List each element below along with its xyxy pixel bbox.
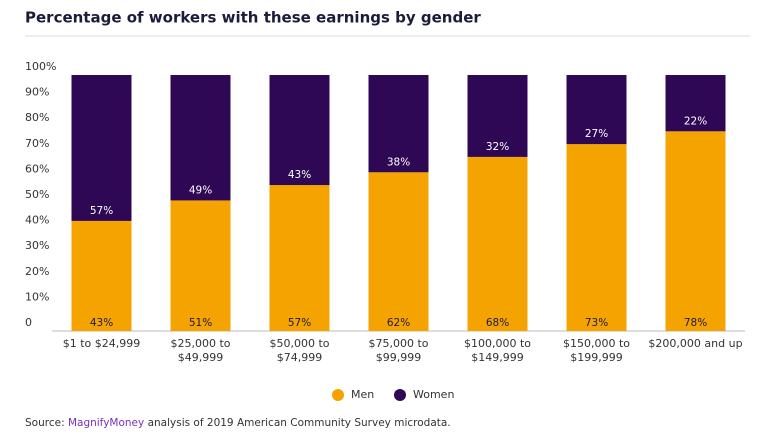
y-tick-label: 0 [25,316,32,329]
value-label: 22% [684,115,707,127]
bar-segment [665,75,726,132]
x-tick-label: $150,000 to $199,999 [562,337,631,364]
x-tick-label: $25,000 to $49,999 [170,337,231,364]
source-text: analysis of 2019 American Community Surv… [148,417,451,429]
value-label: 32% [486,141,509,153]
legend-label: Men [351,388,374,401]
bar-segment [170,200,231,331]
bar-segment [665,131,726,331]
y-tick-label: 50% [25,188,49,201]
bar-segment [269,75,330,186]
x-tick-label: $75,000 to $99,999 [368,337,429,364]
bar-segment [368,75,429,173]
source-link[interactable]: MagnifyMoney [68,417,144,429]
value-label: 38% [387,156,410,168]
y-tick-label: 70% [25,137,49,150]
legend-swatch [332,389,344,401]
value-label: 57% [90,205,113,217]
bar-segment [269,185,330,331]
value-label: 51% [189,317,212,329]
y-tick-label: 90% [25,86,49,99]
y-tick-label: 10% [25,290,49,303]
bar-segment [71,220,132,331]
value-label: 73% [585,317,608,329]
bar-segment [170,75,231,201]
bar-segment [566,144,627,331]
x-tick-label: $100,000 to $149,999 [463,337,532,364]
y-tick-label: 60% [25,162,49,175]
source-label: Source: [25,417,65,429]
bar-segment [71,75,132,221]
legend-swatch [394,389,406,401]
source-note: Source: MagnifyMoney analysis of 2019 Am… [25,417,451,429]
bar-segment [467,75,528,157]
bar-segment [467,156,528,331]
y-tick-label: 40% [25,214,49,227]
value-label: 49% [189,184,212,196]
y-tick-label: 80% [25,111,49,124]
chart-title: Percentage of workers with these earning… [25,9,481,27]
x-tick-label: $50,000 to $74,999 [269,337,330,364]
bar-segment [566,75,627,145]
x-tick-label: $200,000 and up [648,337,743,350]
bar-segment [368,172,429,331]
y-tick-label: 20% [25,265,49,278]
value-label: 43% [90,317,113,329]
value-label: 43% [288,169,311,181]
value-label: 57% [288,317,311,329]
value-label: 78% [684,317,707,329]
y-tick-label: 100% [25,60,56,73]
y-tick-label: 30% [25,239,49,252]
legend-label: Women [413,388,454,401]
value-label: 62% [387,317,410,329]
x-tick-label: $1 to $24,999 [62,337,141,350]
value-label: 27% [585,128,608,140]
value-label: 68% [486,317,509,329]
